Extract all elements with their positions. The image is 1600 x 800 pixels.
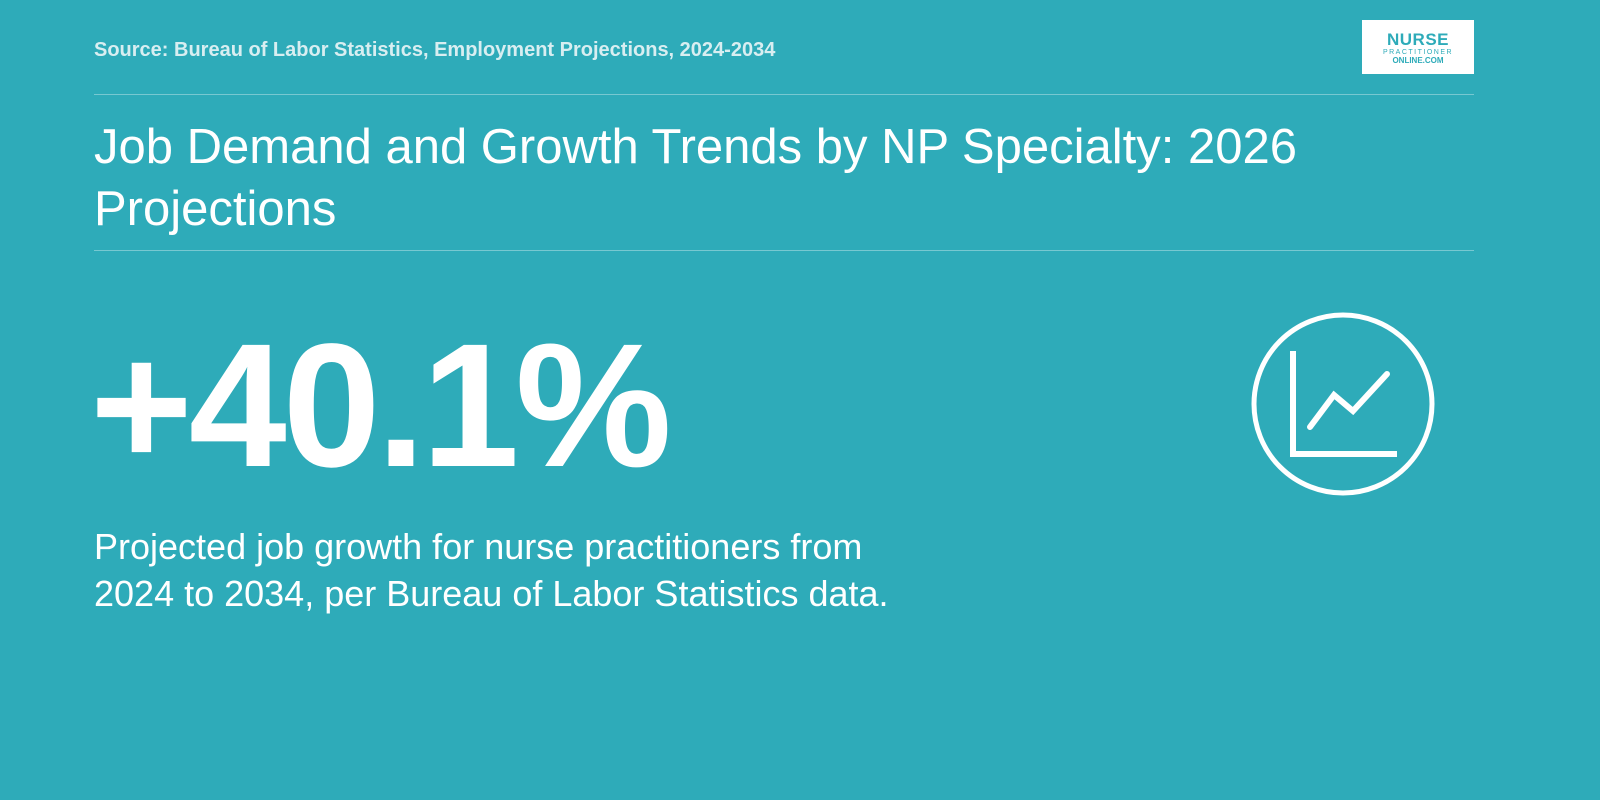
source: Source: Bureau of Labor Statistics, Empl… — [94, 39, 776, 61]
icon-axes — [1290, 351, 1397, 457]
logo-line: PRACTITIONER — [1382, 49, 1454, 56]
divider — [94, 250, 1474, 251]
icon-line — [1307, 371, 1390, 430]
title: Job Demand and Growth Trends by NP Speci… — [94, 120, 1297, 236]
stat-description: Projected job growth for nurse practitio… — [94, 526, 889, 614]
logo-line: NURSE — [1386, 30, 1449, 49]
logo-line: ONLINE.COM — [1392, 56, 1444, 65]
chart-icon — [1251, 312, 1435, 496]
icon-circle — [1251, 312, 1435, 496]
divider — [94, 94, 1474, 95]
stat-value: +40.1% — [90, 308, 672, 504]
logo: NURSE PRACTITIONER ONLINE.COM — [1362, 20, 1474, 74]
